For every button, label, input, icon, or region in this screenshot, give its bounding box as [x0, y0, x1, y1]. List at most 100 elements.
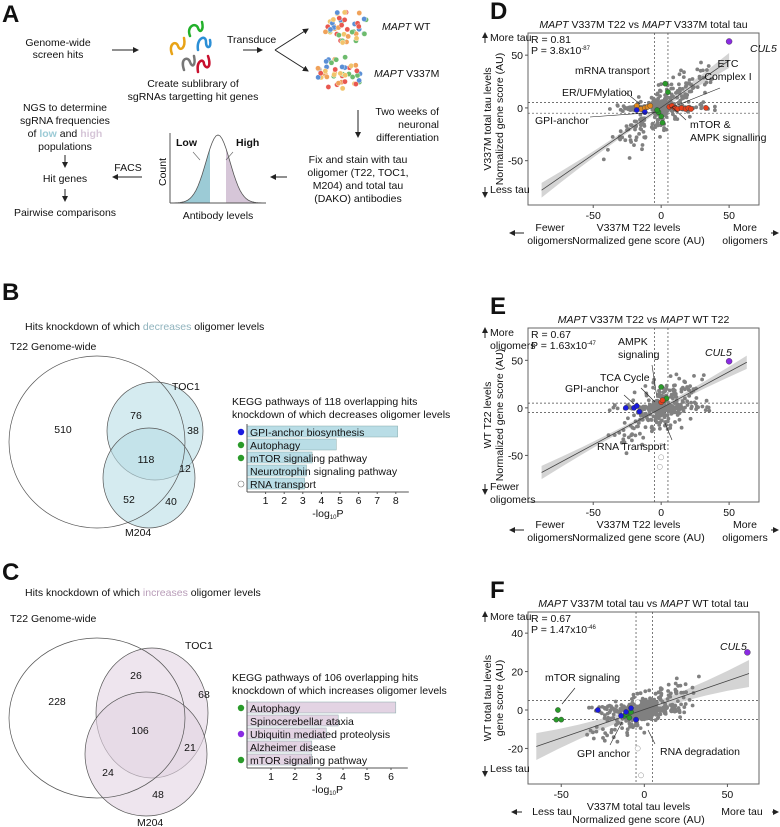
gene-point: [683, 702, 688, 706]
cell-dot: [342, 54, 348, 60]
histogram-low-fill: [172, 148, 210, 203]
gene-point: [620, 704, 625, 708]
venn-title: Hits knockdown of which increases oligom…: [25, 587, 261, 599]
cell-dot: [333, 56, 340, 63]
gene-point: [608, 107, 612, 111]
gene-point: [615, 406, 620, 411]
gene-point: [668, 374, 673, 378]
venn-count-a-only: 68: [198, 689, 210, 701]
gene-point: [644, 712, 649, 716]
histogram-low-label: Low: [176, 137, 198, 149]
kegg-x-tick-label: 5: [364, 771, 370, 783]
gene-point: [629, 140, 633, 144]
gene-point: [603, 713, 607, 718]
kegg-bar-label: mTOR signaling pathway: [250, 755, 368, 767]
cell-dot: [330, 16, 337, 23]
gene-point: [624, 124, 629, 128]
gene-point: [656, 104, 660, 108]
y-tick-label: -50: [508, 450, 523, 462]
gene-point: [594, 729, 599, 734]
highlight-label: ER/UFMylation: [562, 87, 633, 99]
gene-point: [685, 385, 689, 389]
gene-point: [651, 98, 656, 103]
highlight-label: CUL5: [750, 43, 777, 55]
cell-dot: [361, 16, 367, 22]
gene-point: [642, 122, 646, 127]
gene-point: [687, 394, 692, 398]
gene-point: [640, 717, 644, 722]
cell-dot: [354, 72, 361, 79]
gene-point: [703, 408, 708, 412]
kegg-marker: [237, 428, 245, 436]
gene-point: [673, 690, 678, 695]
x-tick-label: -50: [554, 789, 569, 801]
highlight-label: RNA degradation: [660, 746, 740, 758]
label-leader-line: [669, 87, 721, 109]
panel-label-a: A: [2, 1, 19, 28]
gene-point: [655, 120, 660, 125]
gene-point: [674, 395, 679, 399]
gene-point: [634, 138, 638, 143]
gene-point: [689, 406, 694, 411]
gene-point: [642, 730, 647, 735]
highlight-point-gpi-anchor: [623, 405, 629, 411]
kegg-title-line1: KEGG pathways of 106 overlapping hits: [232, 672, 418, 684]
ngs-line2: sgRNA frequencies: [20, 115, 110, 127]
panel-label: C: [2, 559, 19, 586]
gene-point: [627, 134, 632, 139]
highlight-label: GPI-anchor: [565, 383, 619, 395]
set-label-toc1: TOC1: [172, 381, 200, 393]
venn-count-main-a: 26: [130, 670, 142, 682]
gene-point: [671, 387, 676, 392]
gene-point: [621, 104, 626, 108]
ngs-line3: of low and high: [28, 128, 103, 140]
cell-dot: [337, 70, 344, 77]
kegg-bar-label: Autophagy: [250, 440, 301, 452]
x-direction-left: oligomers: [527, 532, 573, 544]
gene-point: [675, 406, 680, 411]
gene-point: [630, 438, 634, 443]
highlight-label: mTOR &: [690, 119, 731, 131]
sublibrary-line1: Create sublibrary of: [147, 78, 239, 90]
gene-point: [649, 698, 654, 703]
gene-point: [653, 708, 657, 712]
gene-point: [653, 691, 658, 696]
venn-count-main-only: 510: [54, 424, 72, 436]
gene-point: [638, 413, 643, 418]
gene-point: [617, 430, 622, 435]
scatter-title: MAPT V337M T22 vs MAPT WT T22: [558, 314, 730, 326]
gene-point: [691, 86, 695, 90]
gene-point: [602, 705, 607, 710]
gene-point: [678, 98, 683, 103]
gene-point: [590, 705, 594, 710]
cell-dot: [342, 78, 348, 85]
transduce-label: Transduce: [227, 34, 276, 46]
gene-point: [669, 86, 674, 91]
stain-line4: (DAKO) antibodies: [314, 193, 402, 205]
y-axis-label-line2: gene score (AU): [494, 660, 506, 736]
gene-point: [612, 708, 617, 713]
gene-point: [657, 423, 662, 427]
histogram-curve: [171, 134, 266, 204]
gene-point: [690, 77, 695, 81]
gene-point: [713, 108, 717, 113]
x-axis-label-line1: V337M T22 levels: [597, 222, 681, 234]
cell-dot: [341, 9, 348, 16]
gene-point: [649, 418, 654, 422]
gene-point: [694, 396, 699, 400]
regression-line: [541, 361, 747, 473]
x-direction-left: Fewer: [535, 222, 565, 234]
gene-point: [688, 384, 692, 388]
label-leader-line: [624, 91, 641, 105]
highlight-label: GPI anchor: [577, 748, 631, 760]
gene-point: [638, 726, 643, 730]
gene-point: [615, 739, 620, 744]
differentiation-line3: differentiation: [376, 132, 439, 144]
y-direction-top: More tau: [490, 32, 532, 44]
y-tick-label: 0: [517, 403, 523, 415]
gene-point: [659, 687, 664, 691]
gene-point: [678, 715, 682, 719]
highlight-point-etc: [703, 105, 709, 111]
kegg-x-tick-label: 8: [393, 495, 399, 507]
